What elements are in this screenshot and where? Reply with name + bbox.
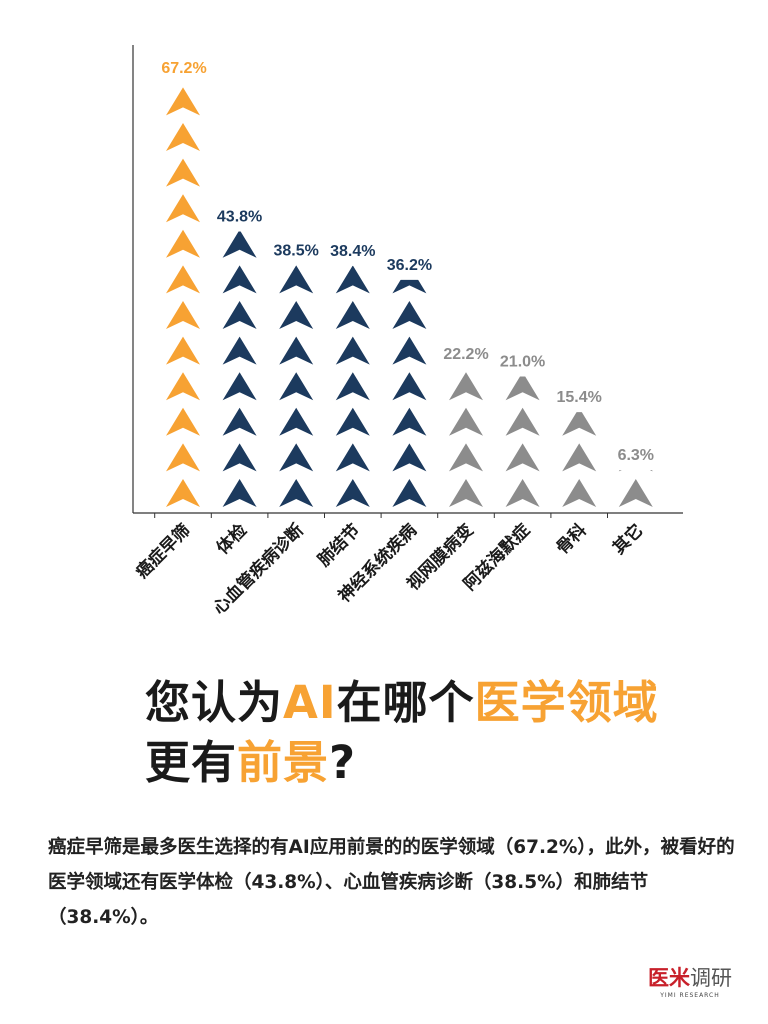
- arrow-up-icon: [222, 407, 257, 436]
- value-label: 6.3%: [618, 447, 654, 464]
- arrow-up-icon: [505, 479, 540, 507]
- arrow-up-icon: [166, 443, 200, 472]
- arrow-up-icon: [335, 336, 370, 365]
- logo: 医米调研 YIMI RESEARCH: [648, 962, 732, 999]
- arrow-up-icon: [335, 265, 370, 294]
- arrow-up-icon: [222, 479, 257, 507]
- arrow-up-icon: [505, 443, 540, 472]
- arrow-up-icon: [449, 443, 483, 472]
- summary-paragraph: 癌症早筛是最多医生选择的有AI应用前景的的医学领域（67.2%），此外，被看好的…: [48, 837, 735, 928]
- arrow-up-icon: [335, 443, 370, 472]
- arrow-up-icon: [562, 412, 597, 436]
- arrow-up-icon: [222, 265, 257, 294]
- arrow-up-icon: [392, 443, 427, 472]
- bar-5: [449, 372, 483, 507]
- arrow-up-icon: [166, 336, 200, 365]
- bar-7: [562, 412, 597, 507]
- arrow-up-icon: [222, 443, 257, 472]
- arrow-up-icon: [166, 229, 200, 258]
- arrow-up-icon: [562, 443, 597, 472]
- bar-1: [222, 231, 257, 507]
- value-label: 38.4%: [330, 243, 375, 260]
- arrow-up-icon: [166, 123, 200, 151]
- arrow-up-icon: [166, 194, 200, 223]
- arrow-up-icon: [562, 479, 597, 507]
- bar-6: [505, 376, 540, 507]
- arrow-up-icon: [392, 407, 427, 436]
- category-label: 癌症早筛: [132, 520, 195, 583]
- arrow-up-icon: [392, 372, 427, 401]
- arrow-up-icon: [335, 407, 370, 436]
- arrow-up-icon: [166, 407, 200, 436]
- arrow-up-icon: [449, 407, 483, 436]
- arrow-up-icon: [392, 479, 427, 507]
- arrow-up-icon: [279, 479, 314, 507]
- arrow-up-icon: [222, 336, 257, 365]
- arrow-up-icon: [166, 87, 200, 116]
- value-label: 36.2%: [387, 257, 432, 274]
- bar-4: [392, 279, 427, 507]
- arrow-up-icon: [222, 372, 257, 401]
- arrow-up-icon: [392, 336, 427, 365]
- arrow-up-icon: [335, 372, 370, 401]
- category-label: 肺结节: [313, 520, 364, 571]
- arrow-up-icon: [335, 479, 370, 507]
- arrow-up-icon: [335, 301, 370, 329]
- value-label: 15.4%: [557, 389, 602, 406]
- logo-gray: 调研: [690, 966, 732, 990]
- arrow-up-icon: [279, 301, 314, 329]
- arrow-up-icon: [279, 265, 314, 294]
- arrow-up-icon: [279, 407, 314, 436]
- arrow-up-icon: [279, 443, 314, 472]
- arrow-up-icon: [166, 479, 200, 507]
- bar-0: [166, 87, 200, 507]
- arrow-up-icon: [166, 372, 200, 401]
- arrow-up-icon: [449, 372, 483, 401]
- arrow-up-icon: [222, 301, 257, 329]
- title-segment: AI: [283, 676, 337, 729]
- arrow-up-icon: [618, 479, 653, 507]
- arrow-up-icon: [392, 279, 427, 294]
- logo-red: 医米: [648, 965, 690, 990]
- title-segment: 您认为: [145, 676, 284, 729]
- value-label: 67.2%: [161, 60, 206, 77]
- arrow-up-icon: [449, 479, 483, 507]
- category-label: 体检: [212, 520, 251, 559]
- category-label: 其它: [608, 520, 647, 559]
- title-segment: 更有: [145, 736, 238, 789]
- arrow-up-icon: [166, 301, 200, 329]
- arrow-up-icon: [166, 158, 200, 187]
- arrow-up-icon: [279, 336, 314, 365]
- bar-3: [335, 265, 370, 507]
- category-label: 骨科: [552, 520, 591, 559]
- title-line-2: 更有前景?: [145, 740, 356, 785]
- value-label: 21.0%: [500, 354, 545, 371]
- title-segment: 在哪个: [336, 676, 475, 729]
- arrow-up-icon: [166, 265, 200, 294]
- title-segment: 前景: [237, 736, 330, 789]
- value-label: 22.2%: [443, 346, 488, 363]
- arrow-up-icon: [279, 372, 314, 401]
- arrow-up-icon: [505, 407, 540, 436]
- title-segment: 医学领域: [474, 676, 659, 729]
- bar-8: [618, 469, 653, 507]
- title-segment: ?: [329, 736, 357, 789]
- value-label: 38.5%: [274, 242, 319, 259]
- arrow-up-icon: [222, 231, 257, 258]
- logo-en: YIMI RESEARCH: [660, 992, 720, 999]
- arrow-up-icon: [392, 301, 427, 329]
- arrow-up-icon: [505, 376, 540, 401]
- pictograph-chart: 67.2%癌症早筛43.8%体检38.5%心血管疾病诊断38.4%肺结节36.2…: [132, 45, 683, 619]
- bar-2: [279, 265, 314, 507]
- title-line-1: 您认为AI在哪个医学领域: [145, 680, 659, 725]
- value-label: 43.8%: [217, 209, 262, 226]
